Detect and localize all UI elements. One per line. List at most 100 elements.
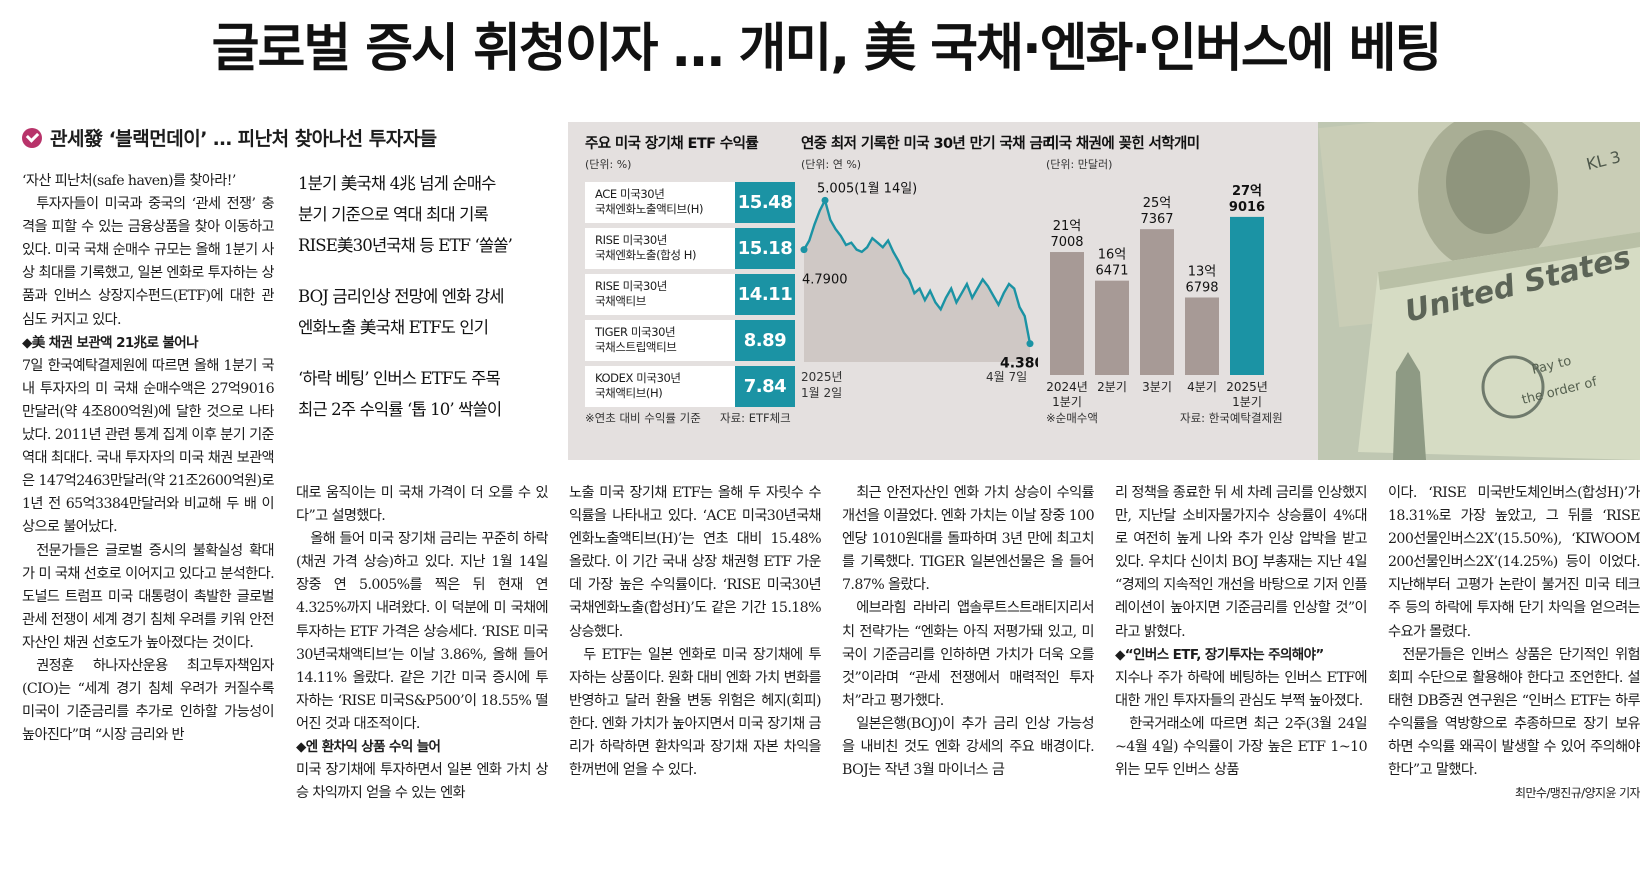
treasury-check-photo: United States Pay to the order of KL 3 (1318, 122, 1640, 460)
bond-bar-category-label: 2024년 (1046, 380, 1088, 394)
bond-buying-unit: (단위: 만달러) (1046, 158, 1113, 171)
etf-return-unit: (단위: %) (585, 158, 632, 171)
bond-bar-category-label: 2분기 (1097, 380, 1127, 394)
pull-quote-line: 최근 2주 수익률 ‘톱 10’ 싹쓸이 (298, 400, 502, 419)
bond-buying-bar-chart: 21억70082024년1분기16억64712분기25억73673분기13억67… (1046, 184, 1268, 409)
article-paragraph: 올해 들어 미국 장기채 금리는 꾸준히 하락(채권 가격 상승)하고 있다. … (296, 531, 548, 732)
bond-bar-value-label: 7367 (1140, 212, 1173, 227)
bond-bar (1095, 280, 1129, 375)
bond-bar-value-label: 7008 (1050, 235, 1083, 250)
bond-buying-title: 미국 채권에 꽂힌 서학개미 (1046, 136, 1200, 152)
article-column-1: ‘자산 피난처(safe haven)를 찾아라!’ 투자자들이 미국과 중국의 … (22, 170, 274, 850)
yield-line-chart: 5.005(1월 14일) 4.7900 4.3800 (800, 181, 1038, 372)
article-paragraph: 한국거래소에 따르면 최근 2주(3월 24일~4월 4일) 수익률이 가장 높… (1115, 715, 1367, 779)
bond-bar-category-label: 2025년 (1226, 380, 1268, 394)
article-paragraph: 전문가들은 인버스 상품은 단기적인 위험 회피 수단으로 활용해야 한다고 조… (1388, 646, 1640, 779)
bond-bar-value-label: 6798 (1185, 280, 1218, 295)
headline: 글로벌 증시 휘청이자 … 개미, 美 국채·엔화·인버스에 베팅 (211, 19, 1443, 79)
article-paragraph: 리 정책을 종료한 뒤 세 차례 금리를 인상했지만, 지난달 소비자물가지수 … (1115, 485, 1367, 640)
bond-bar-value-label: 27억 (1232, 184, 1262, 199)
etf-name: ACE 미국30년 국채엔화노출액티브(H) (585, 182, 735, 223)
etf-row: RISE 미국30년 국채엔화노출(합성 H) 15.18 (585, 228, 795, 269)
article-paragraph: 전문가들은 글로벌 증시의 불확실성 확대가 미 국채 선호로 이어지고 있다고… (22, 542, 274, 651)
etf-name: TIGER 미국30년 국채스트립액티브 (585, 320, 735, 361)
article-column-2: 대로 움직이는 미 국채 가격이 더 오를 수 있다”고 설명했다. 올해 들어 … (296, 482, 548, 850)
article-column-4: 최근 안전자산인 엔화 가치 상승이 수익률 개선을 이끌었다. 엔화 가치는 … (842, 482, 1094, 850)
article-paragraph: 미국 장기채에 투자하면서 일본 엔화 가치 상승 차익까지 얻을 수 있는 엔… (296, 762, 548, 802)
yield-area (804, 200, 1030, 362)
bond-buying-note: ※순매수액 (1046, 411, 1098, 425)
etf-row: ACE 미국30년 국채엔화노출액티브(H) 15.48 (585, 182, 795, 223)
yield-start-label: 4.7900 (802, 273, 848, 288)
article-paragraph: 두 ETF는 일본 엔화로 미국 장기채에 투자하는 상품이다. 원화 대비 엔… (569, 646, 821, 779)
bond-bar-category-label: 4분기 (1187, 380, 1217, 394)
yield-x-start-date: 1월 2일 (801, 386, 843, 400)
etf-return-title: 주요 미국 장기채 ETF 수익률 (585, 136, 759, 152)
etf-return-value: 15.48 (735, 182, 795, 223)
etf-return-value: 14.11 (735, 274, 795, 315)
section-heading: ◆엔 환차익 상품 수익 늘어 (296, 739, 441, 756)
pull-quote-line: RISE美30년국채 등 ETF ‘쏠쏠’ (298, 236, 513, 255)
bond-bar-value-label: 25억 (1143, 196, 1172, 211)
article-column-6: 이다. ‘RISE 미국반도체인버스(합성H)’가 18.31%로 가장 높았고… (1388, 482, 1640, 850)
pull-quote-line: BOJ 금리인상 전망에 엔화 강세 (298, 287, 504, 306)
bond-buying-source: 자료: 한국예탁결제원 (1180, 411, 1283, 425)
bond-bar (1050, 252, 1084, 375)
bond-bar-value-label: 21억 (1053, 219, 1082, 234)
pull-quote-line: 1분기 美국채 4兆 넘게 순매수 (298, 174, 496, 193)
etf-row: KODEX 미국30년 국채액티브(H) 7.84 (585, 366, 795, 407)
subheadline-text: 관세發 ‘블랙먼데이’ … 피난처 찾아나선 투자자들 (50, 128, 437, 150)
article-paragraph: 권정훈 하나자산운용 최고투자책임자(CIO)는 “세계 경기 침체 우려가 커… (22, 657, 274, 744)
yield-line (802, 196, 1032, 344)
bond-bar-value-label: 13억 (1188, 264, 1217, 279)
etf-name: RISE 미국30년 국채엔화노출(합성 H) (585, 228, 735, 269)
pull-quote-line: ‘하락 베팅’ 인버스 ETF도 주목 (298, 369, 501, 388)
etf-row: TIGER 미국30년 국채스트립액티브 8.89 (585, 320, 795, 361)
article-paragraph: 투자자들이 미국과 중국의 ‘관세 전쟁’ 충격을 피할 수 있는 금융상품을 … (22, 196, 274, 328)
infographic: 주요 미국 장기채 ETF 수익률 (단위: %) ACE 미국30년 국채엔화노… (568, 122, 1640, 460)
yield-end-point (1026, 340, 1034, 348)
article-column-3: 노출 미국 장기채 ETF는 올해 두 자릿수 수익률을 나타내고 있다. ‘A… (569, 482, 821, 850)
pull-quote-line: 분기 기준으로 역대 최대 기록 (298, 205, 489, 224)
etf-return-value: 7.84 (735, 366, 795, 407)
bond-bar-category-label: 3분기 (1142, 380, 1172, 394)
section-heading: ◆“인버스 ETF, 장기투자는 주의해야” (1115, 646, 1324, 663)
etf-name: RISE 미국30년 국채액티브 (585, 274, 735, 315)
bond-bar-value-label: 9016 (1229, 200, 1265, 215)
bond-bar (1185, 297, 1219, 375)
article-paragraph: 7일 한국예탁결제원에 따르면 올해 1분기 국내 투자자의 미 국채 순매수액… (22, 357, 274, 536)
yield-chart-unit: (단위: 연 %) (801, 158, 862, 171)
yield-x-start: 2025년 (801, 370, 843, 384)
yield-peak-label: 5.005(1월 14일) (817, 181, 917, 196)
article-paragraph: 지수나 주가 하락에 베팅하는 인버스 ETF에 대한 개인 투자자들의 관심도… (1115, 669, 1367, 709)
article-paragraph: 최근 안전자산인 엔화 가치 상승이 수익률 개선을 이끌었다. 엔화 가치는 … (842, 485, 1094, 594)
article-paragraph: 노출 미국 장기채 ETF는 올해 두 자릿수 수익률을 나타내고 있다. ‘A… (569, 485, 821, 640)
yield-peak-point (821, 196, 829, 204)
yield-chart-title: 연중 최저 기록한 미국 30년 만기 국채 금리 (801, 136, 1056, 152)
yield-x-end: 4월 7일 (986, 370, 1028, 384)
etf-return-value: 8.89 (735, 320, 795, 361)
article-paragraph: 일본은행(BOJ)이 추가 금리 인상 가능성을 내비친 것도 엔화 강세의 주… (842, 715, 1094, 779)
etf-return-list: ACE 미국30년 국채엔화노출액티브(H) 15.48 RISE 미국30년 국채엔화… (585, 182, 795, 412)
article-paragraph: 에브라힘 라바리 앱솔루트스트래티지리서치 전략가는 “엔화는 아직 저평가돼 … (842, 600, 1094, 709)
pull-quote-line: 엔화노출 美국채 ETF도 인기 (298, 318, 489, 337)
subheadline: 관세發 ‘블랙먼데이’ … 피난처 찾아나선 투자자들 (22, 124, 437, 151)
article-column-5: 리 정책을 종료한 뒤 세 차례 금리를 인상했지만, 지난달 소비자물가지수 … (1115, 482, 1367, 850)
check-icon (22, 127, 42, 148)
bond-bar-category-label: 1분기 (1052, 395, 1082, 409)
yield-end-label: 4.3800 (1000, 356, 1038, 372)
section-heading: ◆美 채권 보관액 21兆로 불어나 (22, 334, 199, 351)
etf-return-value: 15.18 (735, 228, 795, 269)
article-paragraph: 대로 움직이는 미 국채 가격이 더 오를 수 있다”고 설명했다. (296, 485, 548, 525)
yield-start-point (800, 246, 808, 254)
etf-name: KODEX 미국30년 국채액티브(H) (585, 366, 735, 407)
bond-bar (1140, 229, 1174, 375)
etf-row: RISE 미국30년 국채액티브 14.11 (585, 274, 795, 315)
bond-bar-category-label: 1분기 (1232, 395, 1262, 409)
bond-bar (1230, 216, 1264, 375)
etf-return-note: ※연초 대비 수익률 기준 (585, 411, 701, 425)
